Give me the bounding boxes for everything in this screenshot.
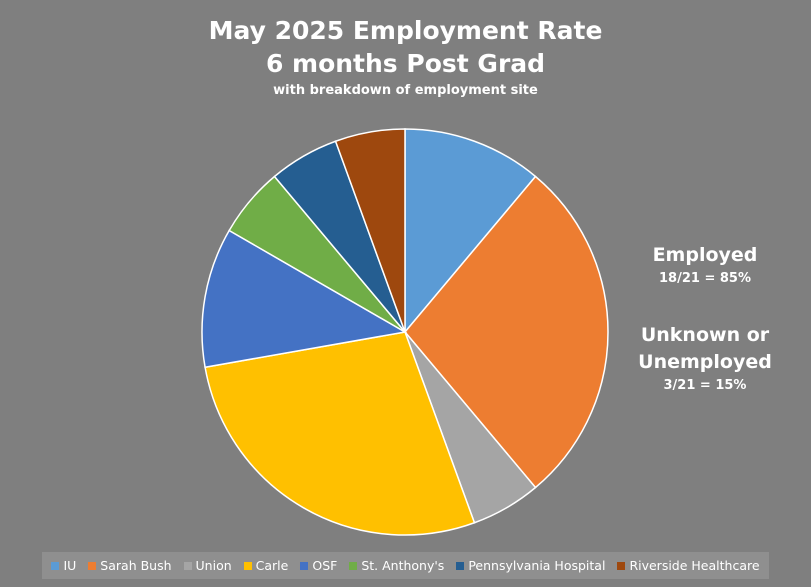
legend-label: IU	[63, 558, 77, 573]
chart-title-block: May 2025 Employment Rate 6 months Post G…	[0, 14, 811, 98]
legend-item: IU	[51, 558, 76, 573]
chart-title-line-2: 6 months Post Grad	[265, 49, 546, 78]
legend-label: OSF	[312, 558, 338, 573]
legend-label: Riverside Healthcare	[629, 558, 760, 573]
legend-label: Pennsylvania Hospital	[468, 558, 606, 573]
pie-slice-osf	[201, 229, 408, 369]
chart-legend: IU Sarah Bush Union Carle OSF St. Anthony's Pe…	[42, 552, 769, 579]
legend-swatch	[456, 561, 465, 570]
chart-title-line-1: May 2025 Employment Rate	[208, 16, 603, 45]
legend-label: Sarah Bush	[100, 558, 172, 573]
legend-swatch	[617, 561, 626, 570]
unemployed-value: 3/21 = 15%	[663, 378, 747, 393]
chart-subtitle: with breakdown of employment site	[273, 83, 538, 98]
pie-slice-sarah-bush	[404, 175, 609, 489]
legend-swatch	[349, 561, 358, 570]
employed-label: Employed	[652, 244, 758, 266]
legend-swatch	[183, 561, 192, 570]
legend-item: St. Anthony's	[349, 558, 444, 573]
unemployed-annotation: Unknown or Unemployed 3/21 = 15%	[630, 322, 780, 393]
legend-item: Union	[183, 558, 232, 573]
unemployed-label-line-1: Unknown or	[640, 324, 770, 346]
legend-swatch	[243, 561, 252, 570]
legend-item: Riverside Healthcare	[617, 558, 760, 573]
pie-slice-riverside-healthcare	[334, 128, 406, 333]
employed-value: 18/21 = 85%	[659, 271, 751, 286]
legend-swatch	[300, 561, 309, 570]
legend-item: Pennsylvania Hospital	[456, 558, 605, 573]
legend-swatch	[88, 561, 97, 570]
unemployed-label-line-2: Unemployed	[638, 351, 772, 373]
legend-item: Carle	[243, 558, 289, 573]
pie-slice-iu	[404, 128, 537, 335]
legend-label: Union	[195, 558, 232, 573]
legend-item: OSF	[300, 558, 337, 573]
legend-item: Sarah Bush	[88, 558, 172, 573]
legend-label: St. Anthony's	[361, 558, 445, 573]
legend-swatch	[51, 561, 60, 570]
pie-slice-carle	[204, 331, 476, 536]
legend-label: Carle	[255, 558, 289, 573]
employed-annotation: Employed 18/21 = 85%	[630, 242, 780, 286]
